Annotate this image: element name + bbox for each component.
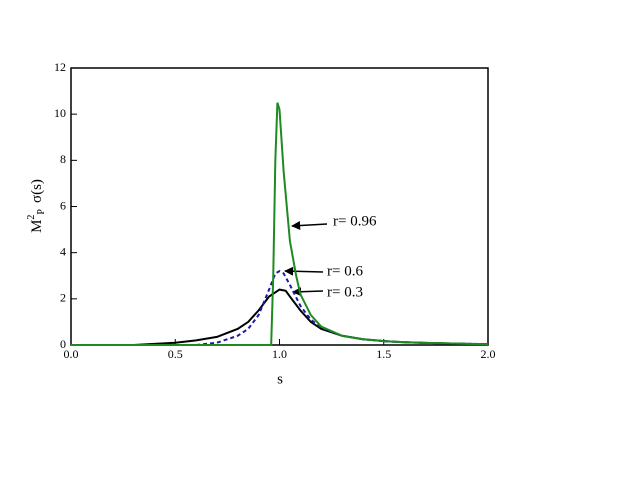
series-annotation: r= 0.96 [333,213,377,229]
annotation-arrow [291,221,328,231]
x-tick-label: 2.0 [481,347,496,361]
x-tick-label: 1.5 [376,347,391,361]
annotation-arrow [292,287,324,297]
y-tick-label: 2 [60,291,66,305]
series-line [133,288,489,346]
y-tick-label: 0 [60,337,66,351]
y-tick-label: 10 [54,106,66,120]
x-tick-label: 0.5 [168,347,183,361]
y-tick-label: 8 [60,152,66,166]
series-line [71,102,489,346]
y-tick-label: 4 [60,244,66,258]
y-axis-label: M2Pσ(s) [26,179,47,233]
series-line [195,269,489,346]
series-annotation: r= 0.3 [327,284,363,300]
y-tick-label: 12 [54,60,66,74]
annotation-arrow [284,266,324,276]
x-tick-label: 0.0 [64,347,79,361]
y-tick-label: 6 [60,198,66,212]
x-axis-label: s [277,371,283,387]
x-tick-label: 1.0 [272,347,287,361]
series-annotation: r= 0.6 [327,263,363,279]
